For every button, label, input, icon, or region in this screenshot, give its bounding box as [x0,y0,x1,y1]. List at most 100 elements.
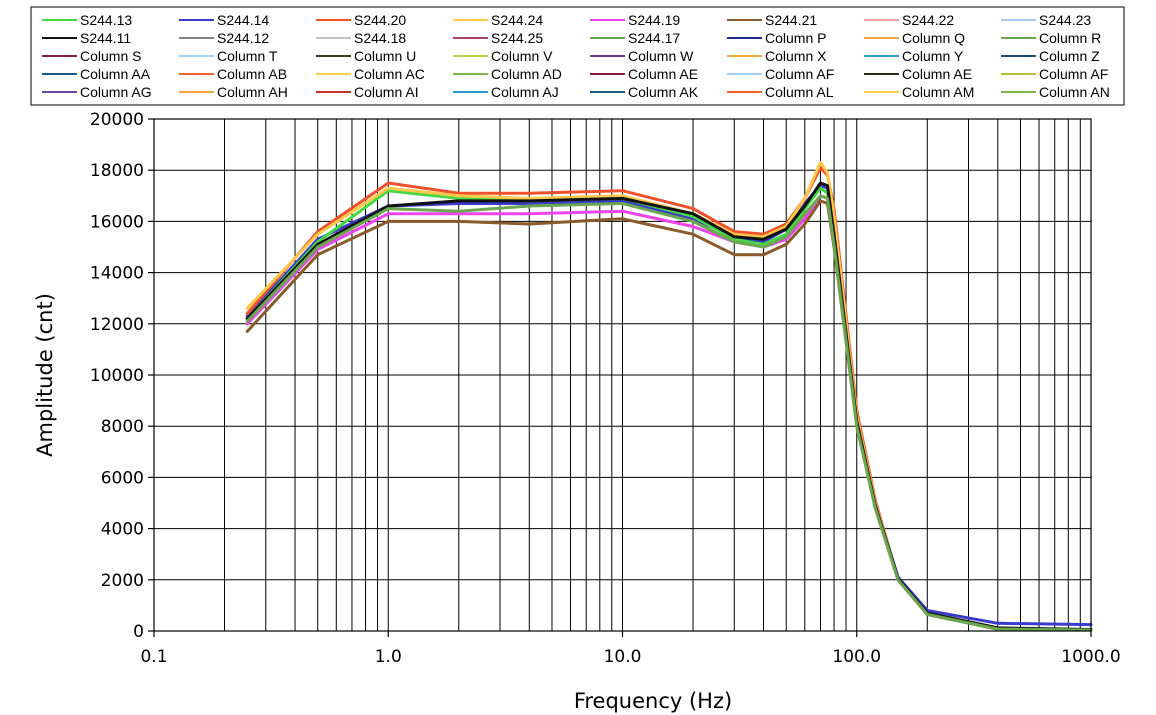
legend-entry: Column R [1001,30,1101,46]
legend-label: Column AJ [491,84,559,100]
legend-entry: S244.12 [179,30,269,46]
legend-label: S244.14 [217,12,269,28]
legend-label: S244.22 [902,12,954,28]
y-tick-label: 16000 [90,212,144,232]
legend-entry: S244.20 [316,12,406,28]
y-tick-label: 12000 [90,315,144,335]
legend-entry: Column Q [864,30,965,46]
legend-label: Column AA [80,66,151,82]
legend-label: S244.21 [765,12,817,28]
legend-entry: Column AL [727,84,834,100]
legend-entry: Column AK [590,84,699,100]
legend-label: S244.12 [217,30,269,46]
legend-label: S244.13 [80,12,132,28]
legend-label: S244.17 [628,30,680,46]
y-tick-label: 8000 [101,417,144,437]
legend-entry: S244.22 [864,12,954,28]
legend-label: Column AI [354,84,419,100]
series-line-s244-17 [245,194,1093,632]
legend-label: Column R [1039,30,1101,46]
x-tick-label: 100.0 [832,647,881,667]
legend-entry: Column AF [727,66,834,82]
x-tick-label: 0.1 [140,647,167,667]
legend-entry: Column Z [1001,48,1100,64]
x-axis-title: Frequency (Hz) [574,689,732,713]
legend-label: Column W [628,48,694,64]
legend-entry: Column AH [179,84,288,100]
legend-label: S244.23 [1039,12,1091,28]
legend-label: Column AF [1039,66,1108,82]
legend-label: S244.20 [354,12,406,28]
legend-label: S244.24 [491,12,543,28]
legend-entry: Column AF [1001,66,1108,82]
legend-entry: S244.25 [453,30,543,46]
legend-label: Column AF [765,66,834,82]
x-tick-label: 1.0 [375,647,402,667]
legend-entry: Column AC [316,66,425,82]
legend-entry: S244.14 [179,12,269,28]
y-tick-label: 18000 [90,161,144,181]
legend-entry: Column U [316,48,416,64]
legend: S244.13 S244.14 S244.20 S244.24 S244.19 S244.… [30,6,1125,106]
legend-label: S244.19 [628,12,680,28]
legend-label: Column T [217,48,278,64]
legend-label: Column Y [902,48,964,64]
y-axis-title: Amplitude (cnt) [33,293,57,457]
legend-entry: Column X [727,48,827,64]
legend-entry: S244.17 [590,30,680,46]
legend-label: Column U [354,48,416,64]
legend-entry: S244.18 [316,30,406,46]
x-tick-label: 1000.0 [1061,647,1120,667]
tick-labels: 0 2000 4000 6000 8000 10000 12000 14000 16000 180… [90,110,1121,667]
legend-label: Column X [765,48,827,64]
legend-label: S244.18 [354,30,406,46]
y-tick-label: 0 [133,622,144,642]
legend-entry: Column AE [590,66,698,82]
legend-entry: Column AM [864,84,974,100]
legend-entry: Column AD [453,66,562,82]
y-tick-label: 2000 [101,571,144,591]
legend-entry: Column AE [864,66,972,82]
y-tick-label: 14000 [90,264,144,284]
legend-entry: Column P [727,30,826,46]
legend-entry: Column AA [42,66,151,82]
legend-label: Column AH [217,84,288,100]
legend-label: Column P [765,30,826,46]
legend-label: S244.25 [491,30,543,46]
legend-label: Column AD [491,66,562,82]
legend-label: Column AE [628,66,698,82]
legend-entry: Column AG [42,84,152,100]
y-tick-label: 4000 [101,520,144,540]
legend-entry: S244.19 [590,12,680,28]
legend-label: Column AL [765,84,834,100]
axes [148,118,1092,637]
y-tick-label: 6000 [101,468,144,488]
legend-entry: Column AB [179,66,287,82]
legend-entry: Column T [179,48,278,64]
legend-entry: S244.24 [453,12,543,28]
legend-label: Column V [491,48,553,64]
legend-entry: Column V [453,48,553,64]
legend-entry: Column S [42,48,141,64]
legend-label: Column AM [902,84,974,100]
y-tick-label: 10000 [90,366,144,386]
y-tick-label: 20000 [90,110,144,130]
legend-entry: S244.11 [42,30,131,46]
legend-entry: Column AN [1001,84,1110,100]
legend-entry: Column AJ [453,84,559,100]
legend-label: Column AE [902,66,972,82]
legend-entry: Column AI [316,84,419,100]
legend-label: Column AG [80,84,152,100]
legend-label: Column S [80,48,141,64]
legend-label: Column AB [217,66,287,82]
legend-entry: S244.23 [1001,12,1091,28]
legend-label: Column Q [902,30,965,46]
legend-label: Column AN [1039,84,1110,100]
legend-entry: S244.13 [42,12,132,28]
legend-entry: Column Y [864,48,964,64]
legend-label: Column AK [628,84,699,100]
x-tick-label: 10.0 [604,647,642,667]
legend-label: Column AC [354,66,425,82]
